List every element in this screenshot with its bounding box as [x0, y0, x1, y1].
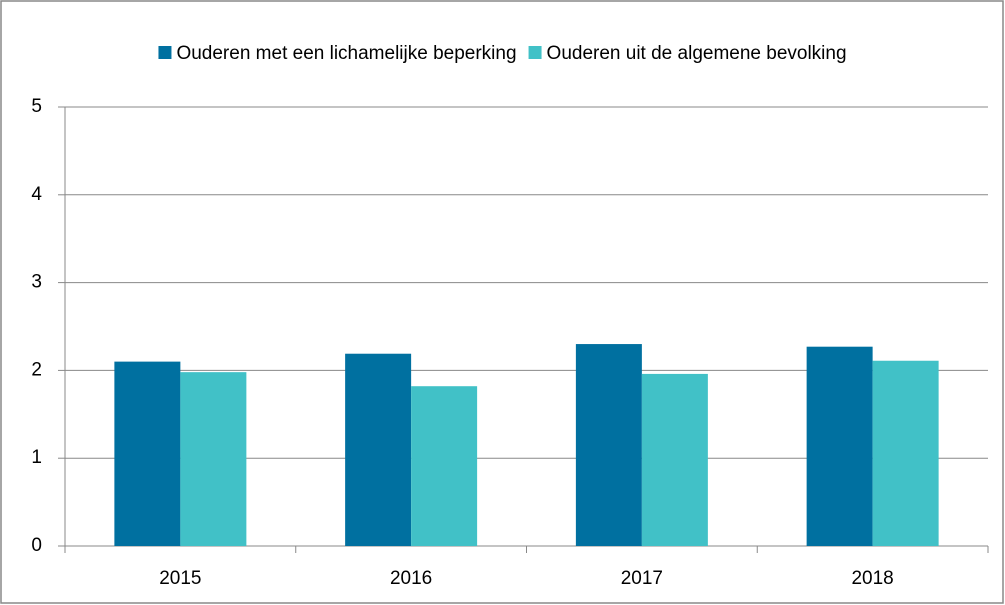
bar	[114, 361, 181, 546]
bar	[872, 360, 939, 546]
bar	[411, 386, 478, 546]
legend-label: Ouderen uit de algemene bevolking	[547, 43, 847, 64]
y-tick-label: 5	[31, 96, 42, 117]
x-tick-label: 2018	[851, 568, 893, 589]
y-tick-label: 0	[31, 535, 42, 556]
x-tick-label: 2015	[159, 568, 201, 589]
x-tick-label: 2017	[621, 568, 663, 589]
y-tick-label: 2	[31, 359, 42, 380]
legend-swatch	[528, 46, 542, 59]
legend-label: Ouderen met een lichamelijke beperking	[176, 43, 516, 64]
bar	[575, 344, 642, 546]
legend-swatch	[158, 46, 172, 59]
y-tick-label: 3	[31, 272, 42, 293]
y-tick-label: 1	[31, 447, 42, 468]
bar	[806, 346, 873, 546]
y-tick-label: 4	[31, 184, 42, 205]
x-tick-label: 2016	[390, 568, 432, 589]
bar	[345, 353, 412, 546]
bar	[641, 373, 708, 546]
bar	[180, 372, 247, 546]
